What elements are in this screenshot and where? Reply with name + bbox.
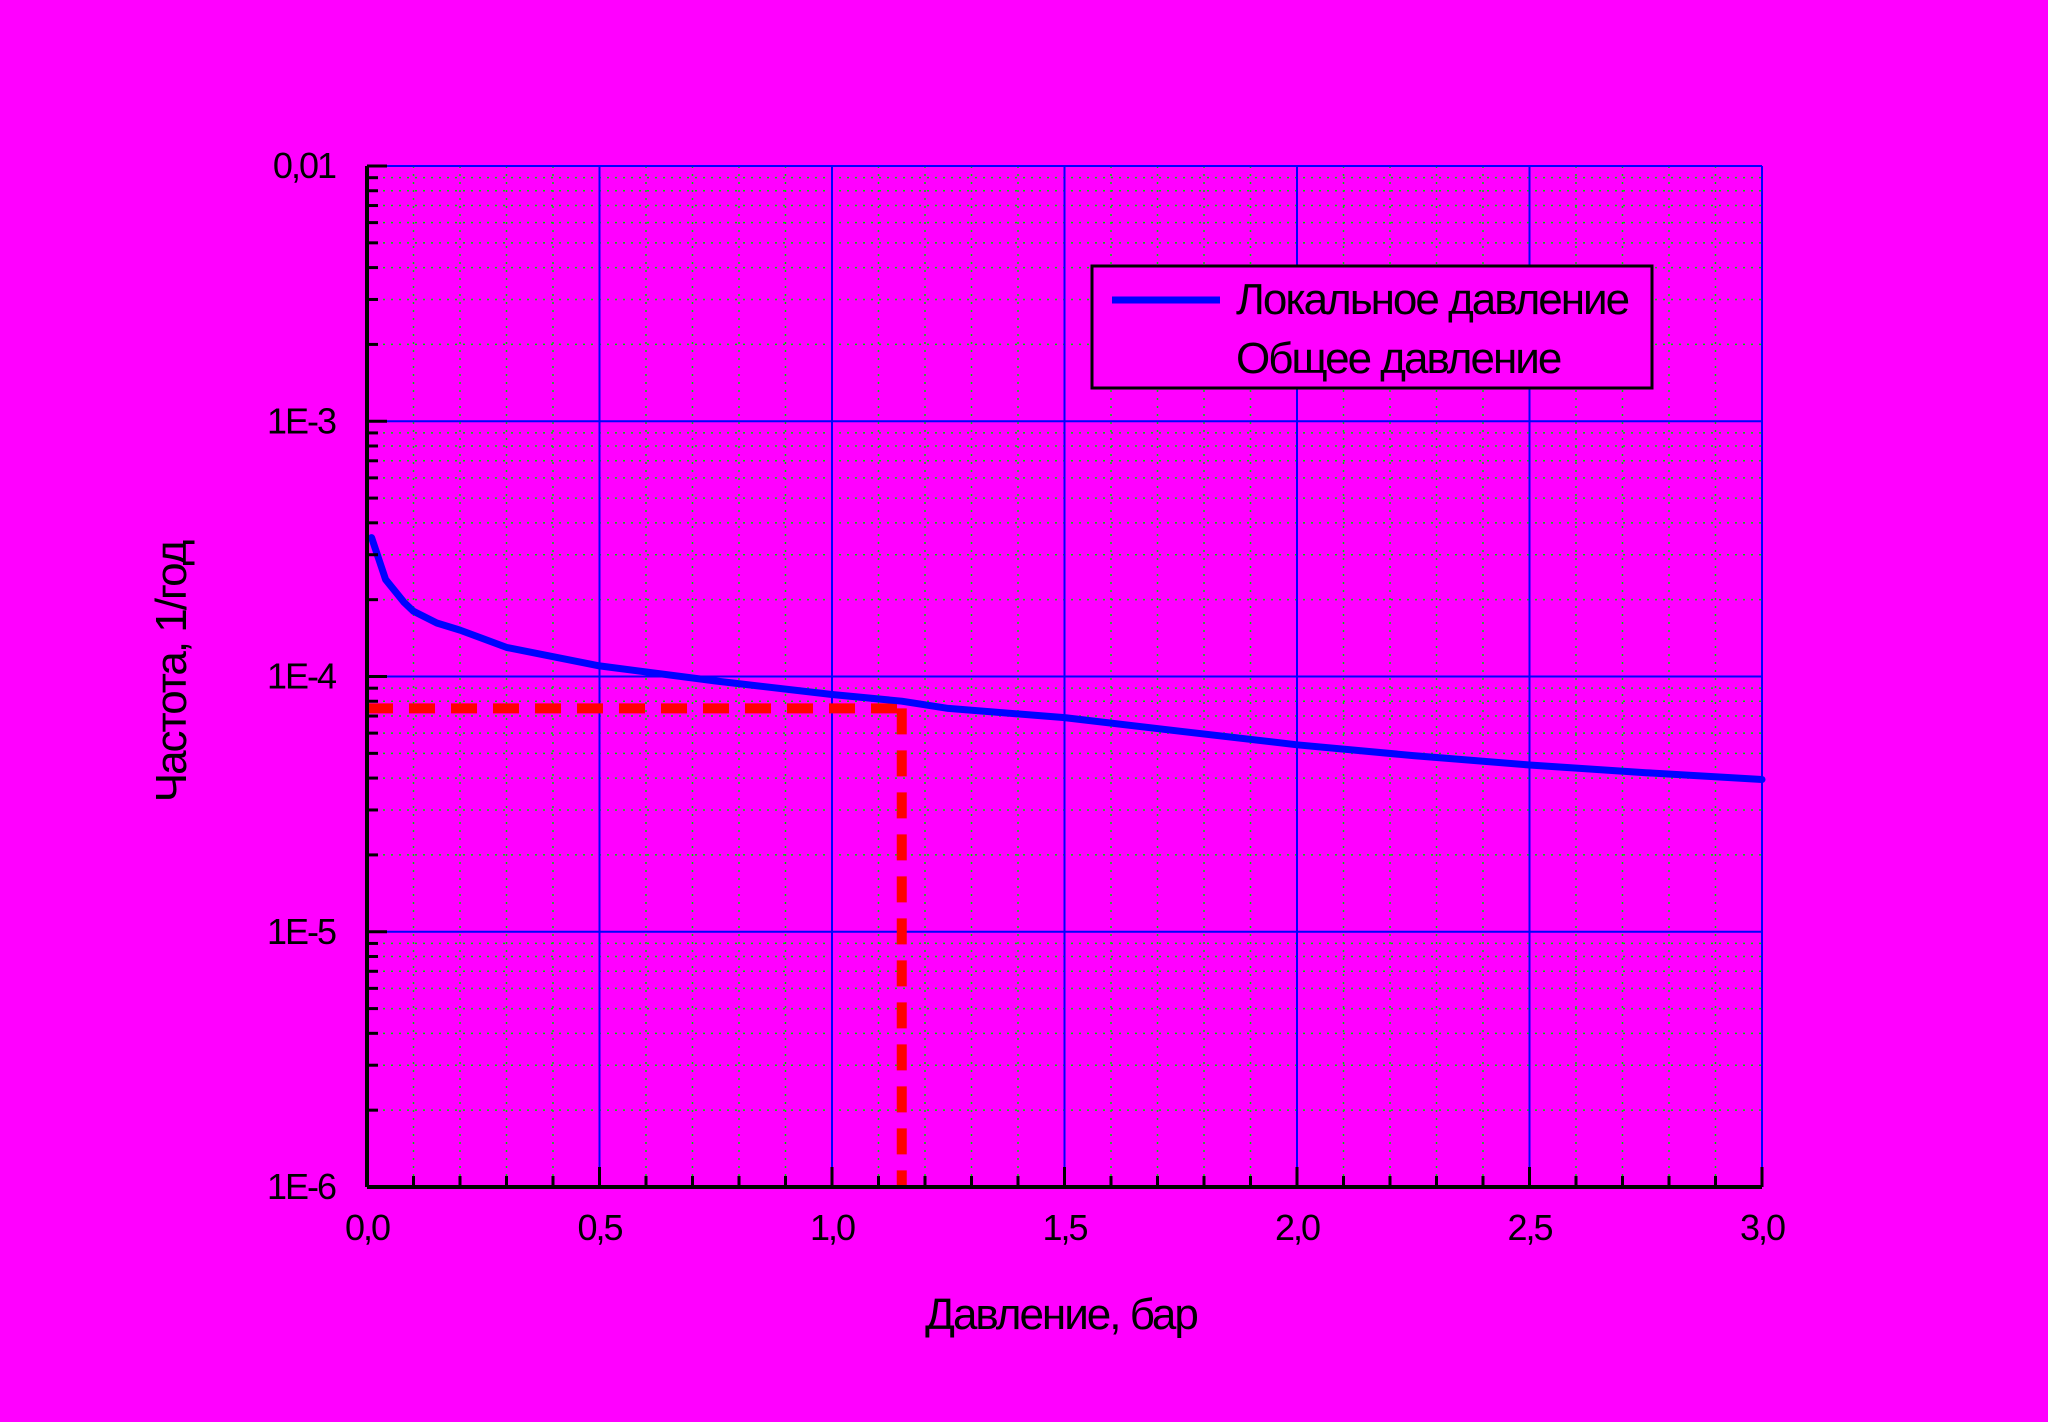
series-layer (368, 534, 1766, 783)
legend-label-local-pressure: Локальное давление (1236, 275, 1629, 324)
y-tick-label: 1E-3 (267, 400, 336, 441)
y-tick-label: 1E-6 (267, 1166, 336, 1207)
x-tick-label: 3,0 (1740, 1207, 1785, 1248)
x-axis-title: Давление, бар (925, 1290, 1197, 1339)
x-tick-label: 2,5 (1507, 1207, 1552, 1248)
legend: Локальное давление Общее давление (1090, 264, 1654, 390)
y-tick-label: 0,01 (273, 145, 336, 186)
y-axis-title: Частота, 1/год (147, 540, 196, 802)
reference-lines (367, 703, 907, 1187)
y-tick-label: 1E-4 (267, 656, 336, 697)
x-tick-label: 0,5 (577, 1207, 622, 1248)
x-tick-label: 1,5 (1042, 1207, 1087, 1248)
axes (365, 164, 1764, 1189)
major-grid (367, 165, 1763, 1187)
x-tick-label: 1,0 (810, 1207, 855, 1248)
x-tick-label: 0,0 (345, 1207, 390, 1248)
x-tick-label: 2,0 (1275, 1207, 1320, 1248)
legend-box (1090, 264, 1654, 390)
y-tick-label: 1E-5 (267, 911, 336, 952)
legend-label-general-pressure: Общее давление (1236, 334, 1561, 383)
series-line-0 (368, 534, 1766, 783)
tick-labels: 0,0 0,5 1,0 1,5 2,0 2,5 3,0 1E-6 1E-5 1E-4 1E-3 0,0… (267, 145, 1787, 1248)
